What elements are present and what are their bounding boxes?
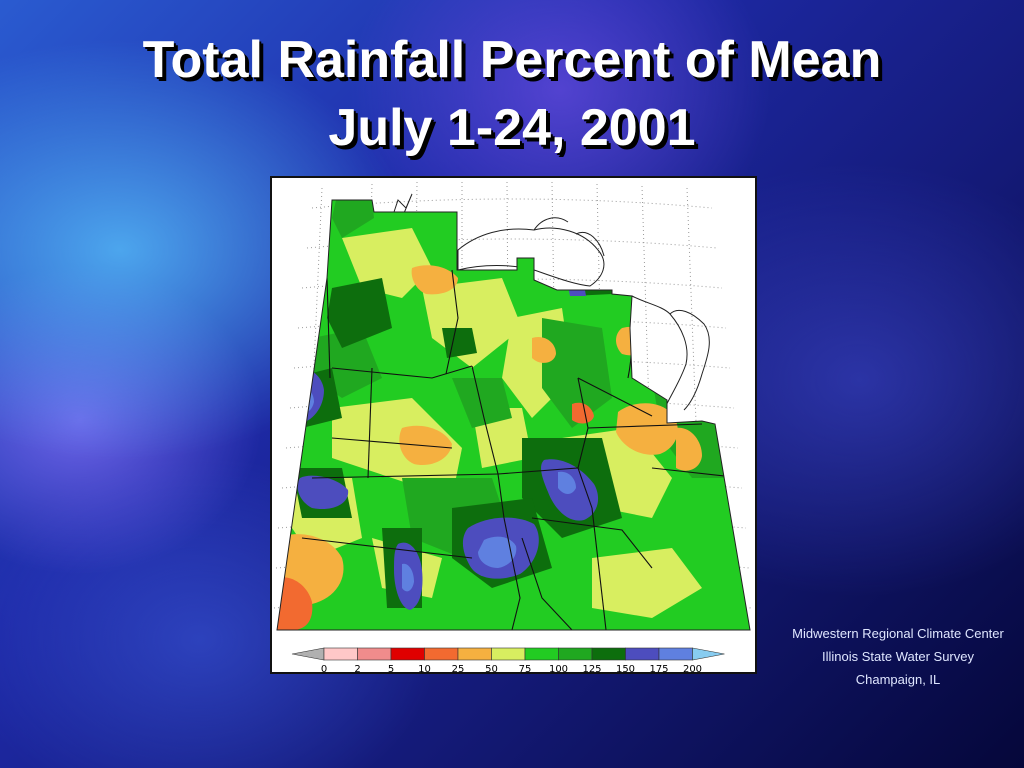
legend-swatch bbox=[323, 647, 358, 661]
legend-tick-label: 25 bbox=[452, 664, 465, 672]
legend-swatch bbox=[524, 647, 559, 661]
title-line-1: Total Rainfall Percent of Mean bbox=[142, 31, 882, 89]
credit-line-1: Midwestern Regional Climate Center bbox=[792, 626, 1004, 641]
legend-tick-label: 150 bbox=[616, 664, 635, 672]
legend-tick-label: 50 bbox=[485, 664, 498, 672]
legend-tick-label: 2 bbox=[354, 664, 360, 672]
legend-tick-label: 200 bbox=[683, 664, 702, 672]
legend-below-arrow bbox=[291, 647, 325, 661]
legend-tick-label: 75 bbox=[519, 664, 532, 672]
rainfall-map-panel: 0 2 5 10 25 50 75 100 125 150 175 200 bbox=[270, 176, 757, 674]
legend-swatch bbox=[658, 647, 693, 661]
credit-line-3: Champaign, IL bbox=[855, 672, 941, 687]
legend-tick-label: 100 bbox=[549, 664, 568, 672]
legend-tick-label: 10 bbox=[418, 664, 431, 672]
credit-line-2: Illinois State Water Survey bbox=[822, 649, 974, 664]
slide-title: Total Rainfall Percent of Mean July 1-24… bbox=[0, 26, 1024, 162]
legend-swatch bbox=[424, 647, 459, 661]
legend-tick-label: 175 bbox=[649, 664, 668, 672]
credits: Midwestern Regional Climate Center Illin… bbox=[770, 622, 1024, 691]
legend-swatch bbox=[457, 647, 492, 661]
legend-swatch bbox=[390, 647, 425, 661]
legend-tick-label: 125 bbox=[582, 664, 601, 672]
legend-swatch bbox=[558, 647, 593, 661]
state-boundaries bbox=[301, 269, 743, 630]
legend-swatch bbox=[491, 647, 526, 661]
legend-tick-label: 5 bbox=[388, 664, 394, 672]
legend-tick-label: 0 bbox=[321, 664, 327, 672]
region-outline bbox=[276, 199, 751, 631]
legend-swatch bbox=[625, 647, 660, 661]
color-legend: 0 2 5 10 25 50 75 100 125 150 175 200 bbox=[291, 647, 725, 672]
title-line-2: July 1-24, 2001 bbox=[328, 99, 696, 157]
legend-swatch bbox=[591, 647, 626, 661]
legend-swatch bbox=[357, 647, 392, 661]
legend-above-arrow bbox=[692, 647, 725, 661]
rainfall-map: 0 2 5 10 25 50 75 100 125 150 175 200 bbox=[273, 181, 753, 672]
